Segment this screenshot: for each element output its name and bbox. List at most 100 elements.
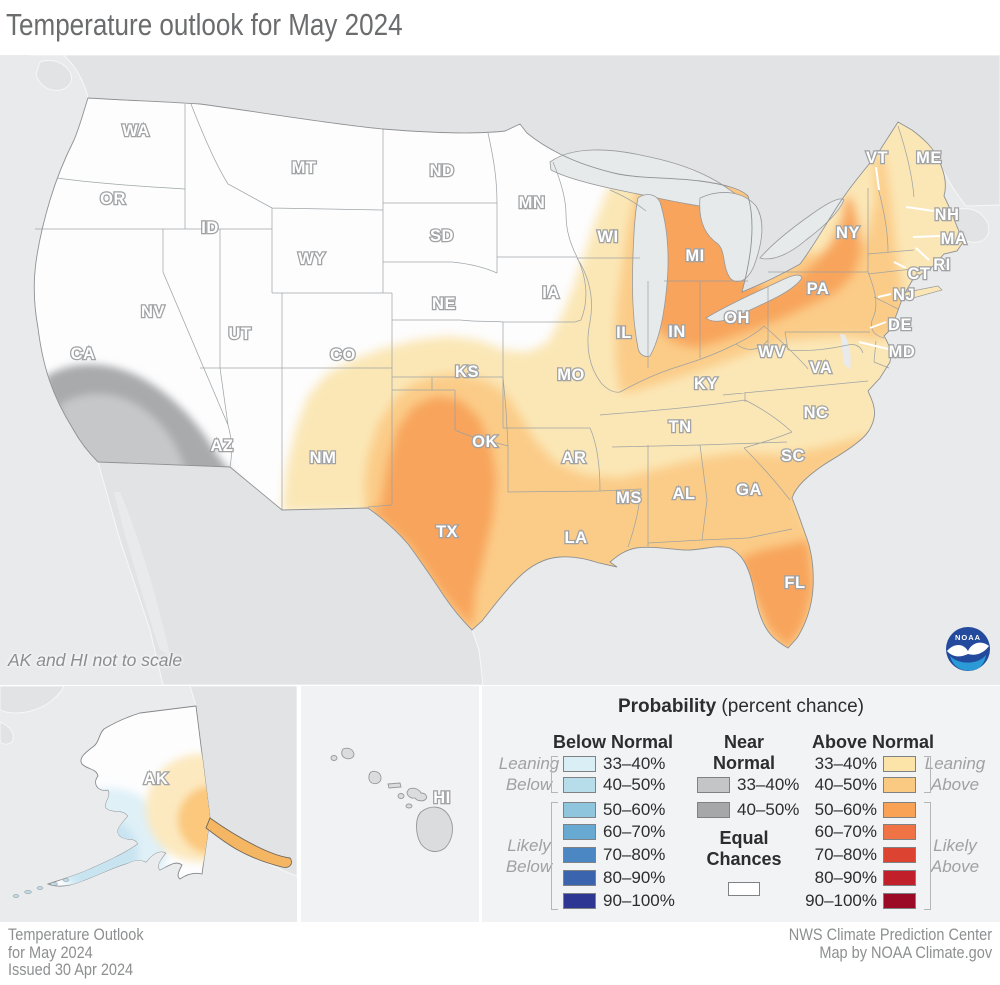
long-island: [901, 285, 943, 301]
footer-line-map-by: Map by NOAA Climate.gov: [819, 943, 992, 962]
legend-equal-chances-label: Equal Chances: [706, 828, 782, 869]
noaa-logo-lower-sphere: [950, 655, 986, 671]
legend-header-below: Below Normal: [552, 732, 674, 752]
state-label-oh: OH: [724, 309, 750, 327]
state-label-al: AL: [673, 485, 696, 503]
leader-line-nj: [877, 293, 892, 298]
lake-ontario: [759, 198, 845, 260]
state-label-wi: WI: [597, 228, 618, 246]
island-lanai: [397, 793, 405, 799]
great-lakes: [549, 149, 851, 370]
legend-range-above-normal-4: 70–80%: [814, 845, 877, 864]
legend-range-below-normal-3: 60–70%: [603, 822, 666, 841]
vancouver-island: [35, 59, 73, 91]
legend-group-leaning-above: Leaning Above: [924, 754, 986, 794]
state-label-ny: NY: [836, 224, 860, 242]
legend-swatch-above-normal-2: [883, 802, 916, 818]
state-label-ar: AR: [562, 449, 587, 467]
state-label-la: LA: [565, 529, 588, 547]
region-above-50-60-texas: [368, 396, 496, 628]
legend-swatch-below-normal-2: [563, 802, 596, 818]
hi-ocean: [301, 686, 479, 922]
state-label-ri: RI: [933, 256, 951, 274]
legend-swatch-above-normal-6: [883, 893, 916, 909]
state-boundaries: [35, 103, 931, 548]
state-label-va: VA: [810, 359, 833, 377]
legend-header-near: Near Normal: [712, 732, 775, 773]
state-label-az: AZ: [211, 437, 234, 455]
island-hawaii: [416, 806, 453, 852]
legend-range-near-normal-0: 33–40%: [737, 775, 800, 794]
legend-swatch-above-normal-4: [883, 847, 916, 863]
state-label-or: OR: [100, 190, 126, 208]
state-label-ia: IA: [542, 284, 560, 302]
russia-landmass: [0, 686, 65, 714]
state-label-ut: UT: [229, 325, 252, 343]
probability-legend: Probability (percent chance) Below Norma…: [482, 686, 1000, 922]
conus-outline: [33, 97, 965, 649]
state-label-ga: GA: [736, 481, 762, 499]
legend-swatch-below-normal-4: [563, 847, 596, 863]
island-kahoolawe: [405, 803, 413, 809]
region-above-50-60-florida: [740, 540, 813, 648]
state-label-ne: NE: [432, 295, 456, 313]
legend-range-above-normal-3: 60–70%: [814, 822, 877, 841]
state-label-sc: SC: [781, 447, 805, 465]
state-label-nh: NH: [935, 206, 960, 224]
legend-swatch-above-normal-5: [883, 870, 916, 886]
legend-swatch-near-normal-0: [697, 777, 730, 793]
state-label-wa: WA: [122, 122, 150, 140]
state-label-wy: WY: [298, 250, 326, 268]
state-label-mn: MN: [519, 194, 546, 212]
state-label-nv: NV: [141, 303, 165, 321]
footer-line-month: for May 2024: [8, 943, 93, 962]
legend-swatch-below-normal-5: [563, 870, 596, 886]
main-map-panel: WA OR ID MT WY NV UT CA AZ CO NM ND SD NE KS OK TX MN IA MO…: [0, 54, 1000, 686]
state-label-ct: CT: [908, 265, 931, 283]
aleutian-islands: [12, 878, 70, 898]
state-label-wv: WV: [758, 343, 786, 361]
state-label-hi: HI: [433, 789, 451, 807]
island-maui: [406, 787, 428, 802]
legend-group-leaning-below: Leaning Below: [498, 754, 560, 794]
legend-range-below-normal-1: 40–50%: [603, 775, 666, 794]
state-labels: WA OR ID MT WY NV UT CA AZ CO NM ND SD NE KS OK TX MN IA MO…: [69, 121, 968, 594]
state-label-nd: ND: [430, 162, 455, 180]
state-label-ky: KY: [694, 375, 718, 393]
footer-right-credit: NWS Climate Prediction Center Map by NOA…: [789, 926, 992, 962]
state-label-ak: AK: [144, 770, 169, 788]
title-bar: Temperature outlook for May 2024: [0, 0, 1000, 55]
island-niihau: [330, 755, 338, 761]
footer-line-outlook: Temperature Outlook: [8, 926, 144, 944]
russia-islands: [0, 721, 14, 745]
legend-range-below-normal-2: 50–60%: [603, 800, 666, 819]
leader-line-de: [869, 321, 887, 329]
state-label-ks: KS: [455, 363, 479, 381]
gulf-of-california: [114, 492, 170, 656]
legend-title-bold: Probability: [617, 696, 717, 717]
page-title: Temperature outlook for May 2024: [6, 7, 403, 42]
legend-range-above-normal-6: 90–100%: [805, 891, 877, 910]
state-label-in: IN: [668, 323, 686, 341]
island-kauai: [341, 747, 355, 760]
state-label-mi: MI: [685, 247, 704, 265]
bracket-leaning-below: [551, 756, 558, 793]
state-label-md: MD: [889, 343, 916, 361]
state-label-ms: MS: [616, 489, 642, 507]
legend-group-likely-above: Likely Above: [930, 836, 980, 876]
state-label-vt: VT: [866, 149, 888, 167]
legend-range-above-normal-0: 33–40%: [814, 754, 877, 773]
ak-above-40-50: [178, 786, 210, 854]
inset-scale-note: AK and HI not to scale: [8, 650, 183, 670]
state-label-mo: MO: [557, 366, 585, 384]
leader-line-vt: [875, 166, 880, 191]
legend-swatch-above-normal-0: [883, 756, 916, 772]
state-label-fl: FL: [784, 574, 805, 592]
lake-erie: [705, 274, 803, 322]
state-label-il: IL: [616, 324, 632, 342]
footer-left-credit: Temperature Outlook for May 2024 Issued …: [8, 926, 144, 980]
lake-michigan: [632, 194, 669, 357]
legend-range-above-normal-5: 80–90%: [814, 868, 877, 887]
us-temperature-outlook-map: WA OR ID MT WY NV UT CA AZ CO NM ND SD NE KS OK TX MN IA MO…: [0, 54, 1000, 686]
legend-equal-chances-swatch: [728, 882, 760, 896]
